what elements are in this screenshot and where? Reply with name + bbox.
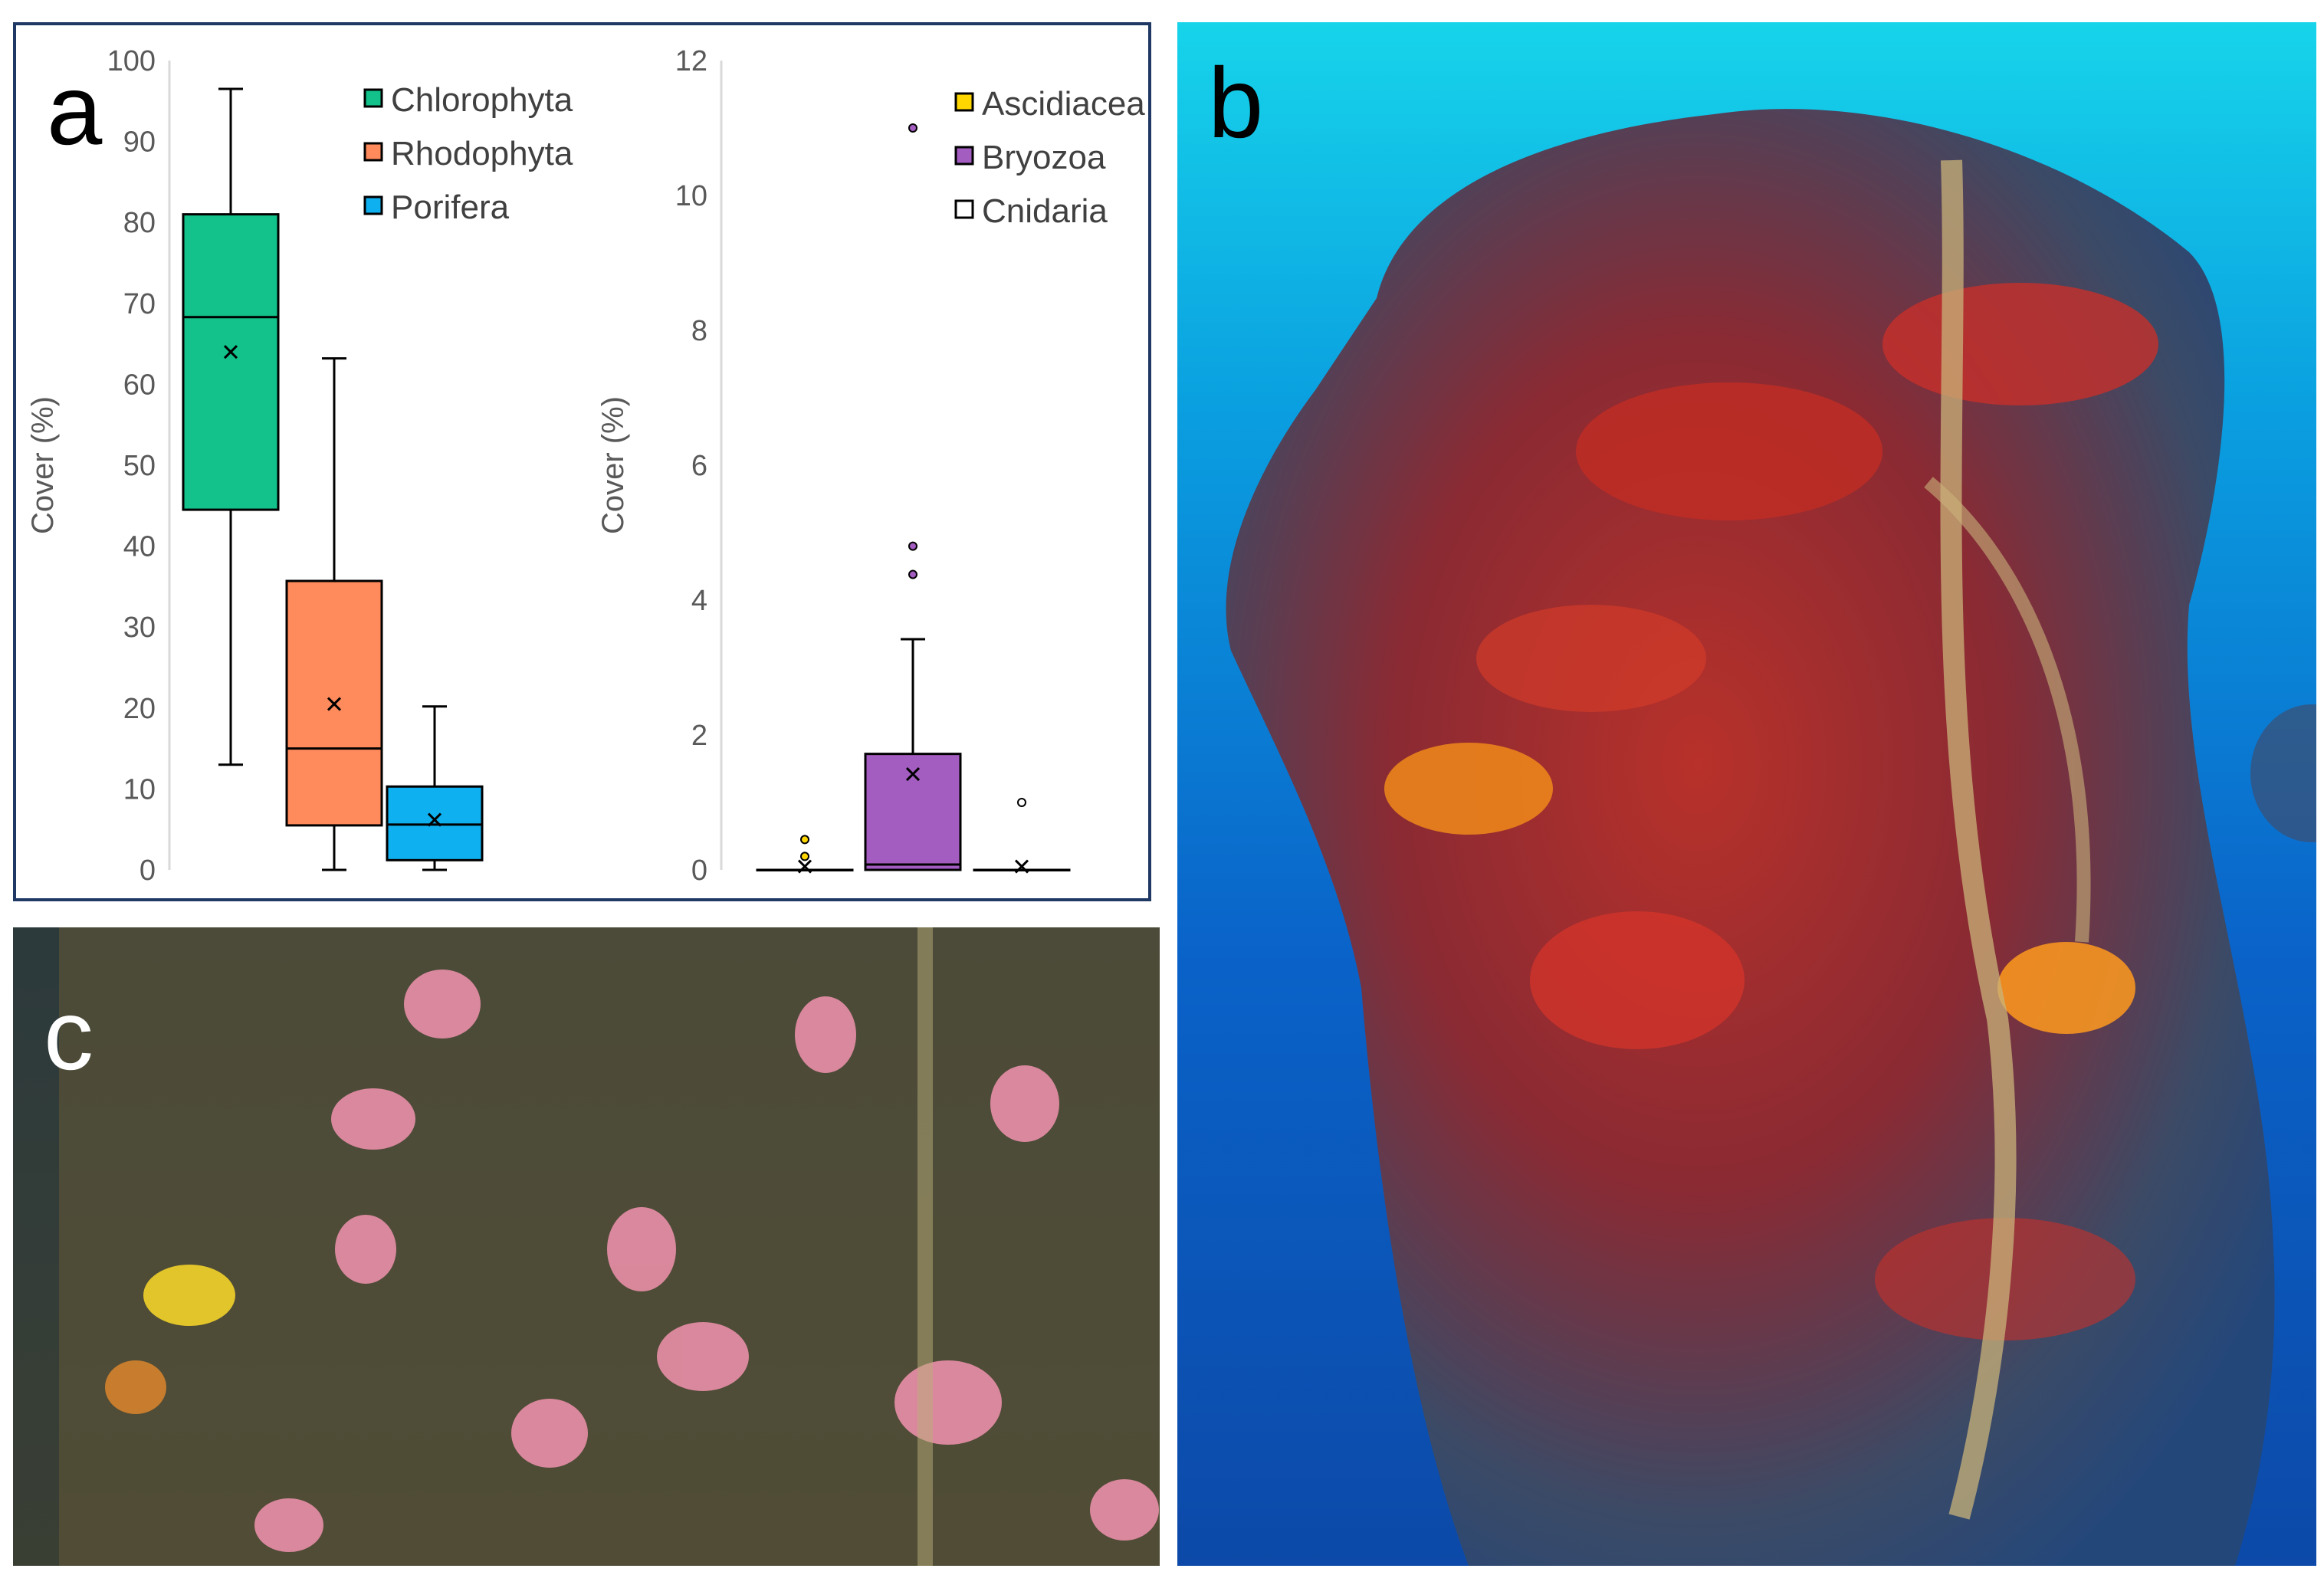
legend-label-bryozoa: Bryozoa bbox=[982, 139, 1106, 176]
y-tick-label: 80 bbox=[123, 207, 156, 239]
ascidiacea-outlier-point bbox=[800, 851, 809, 861]
legend-swatch-porifera bbox=[363, 195, 383, 215]
y-tick-label: 8 bbox=[691, 315, 707, 347]
cnidaria-mean-marker bbox=[1014, 859, 1029, 874]
bryozoa-box bbox=[864, 753, 962, 871]
legend-label-porifera: Porifera bbox=[391, 189, 510, 226]
bryozoa-outlier-point bbox=[908, 569, 917, 579]
legend-swatch-rhodophyta bbox=[363, 142, 383, 162]
y-tick-label: 70 bbox=[123, 288, 156, 320]
y-tick-label: 4 bbox=[691, 585, 707, 617]
panel-label-c: c bbox=[44, 979, 94, 1091]
y-tick-label: 12 bbox=[675, 45, 707, 77]
y-tick-label: 30 bbox=[123, 612, 156, 644]
y-tick-label: 0 bbox=[140, 855, 156, 887]
ascidiacea-outlier-point bbox=[800, 835, 809, 845]
legend-swatch-bryozoa bbox=[954, 146, 974, 166]
y-axis-title: Cover (%) bbox=[596, 396, 630, 534]
y-tick-label: 0 bbox=[691, 855, 707, 887]
y-tick-label: 2 bbox=[691, 720, 707, 752]
porifera-box bbox=[386, 785, 484, 861]
y-tick-label: 10 bbox=[123, 773, 156, 806]
y-tick-label: 6 bbox=[691, 450, 707, 482]
panel-label-a: a bbox=[47, 54, 103, 166]
reef-photo-b: b bbox=[1177, 22, 2316, 1566]
bryozoa-mean-marker bbox=[905, 766, 921, 782]
panel-label-b: b bbox=[1208, 47, 1264, 159]
ascidiacea-mean-marker bbox=[797, 859, 812, 874]
y-tick-label: 90 bbox=[123, 126, 156, 159]
legend-swatch-cnidaria bbox=[954, 199, 974, 219]
cnidaria-outlier-point bbox=[1017, 798, 1026, 807]
rhodophyta-mean-marker bbox=[327, 697, 342, 711]
legend-label-ascidiacea: Ascidiacea bbox=[982, 85, 1145, 123]
net-illustration bbox=[59, 927, 1160, 1566]
legend-label-cnidaria: Cnidaria bbox=[982, 192, 1108, 230]
bryozoa-outlier-point bbox=[908, 123, 917, 133]
y-axis-title: Cover (%) bbox=[26, 396, 60, 534]
porifera-mean-marker bbox=[427, 812, 442, 827]
y-tick-label: 60 bbox=[123, 369, 156, 401]
box-plot-panel: 0 10 20 30 40 50 60 70 80 90 100 Cover (%) Chlorophy… bbox=[13, 22, 1151, 901]
legend-label-rhodophyta: Rhodophyta bbox=[391, 135, 573, 172]
bryozoa-outlier-point bbox=[908, 541, 917, 551]
net-photo-c: c bbox=[13, 927, 1160, 1566]
y-tick-label: 40 bbox=[123, 531, 156, 563]
reef-illustration bbox=[1226, 109, 2316, 1566]
legend-swatch-ascidiacea bbox=[954, 92, 974, 112]
chlorophyta-box bbox=[182, 213, 280, 511]
chlorophyta-mean-marker bbox=[223, 345, 238, 359]
y-tick-label: 100 bbox=[107, 45, 156, 77]
legend-label-chlorophyta: Chlorophyta bbox=[391, 81, 573, 119]
y-tick-label: 10 bbox=[675, 180, 707, 212]
y-tick-label: 20 bbox=[123, 693, 156, 725]
y-tick-label: 50 bbox=[123, 450, 156, 482]
legend-swatch-chlorophyta bbox=[363, 88, 383, 108]
